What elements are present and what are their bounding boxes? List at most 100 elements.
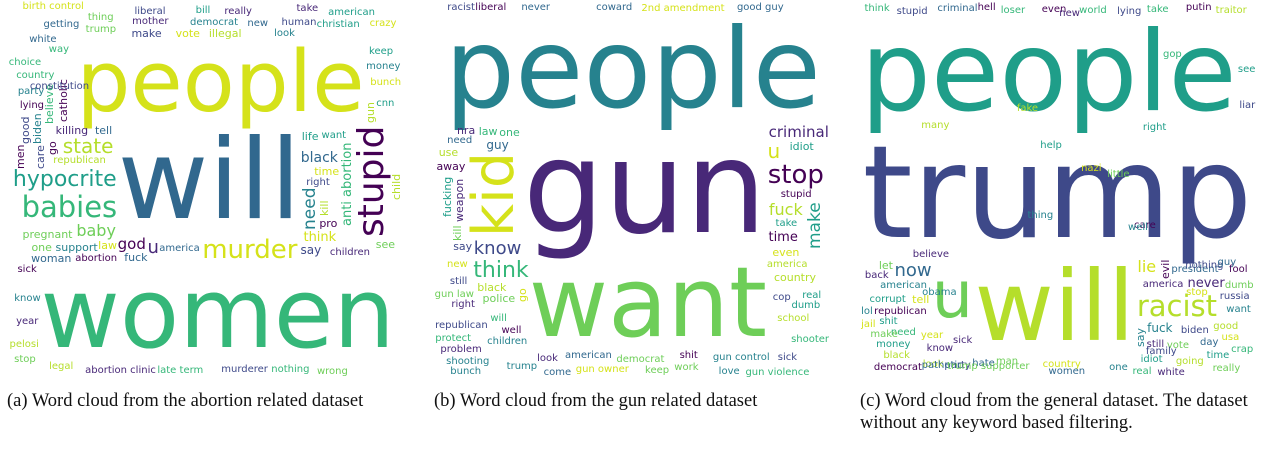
cloud-word: 2nd amendment xyxy=(641,2,725,14)
cloud-word: hell xyxy=(977,2,996,14)
cloud-word: putin xyxy=(1185,2,1212,14)
cloud-word: babies xyxy=(21,190,118,225)
cloud-word: idiot xyxy=(789,139,814,153)
cloud-word: sick xyxy=(953,334,973,346)
cloud-word: believe xyxy=(912,249,950,261)
cloud-word: state xyxy=(62,133,114,158)
cloud-word: think xyxy=(864,2,890,14)
cloud-word: still xyxy=(449,276,468,288)
panel-gun: gun people want stupid need will kid cop take ame… xyxy=(432,0,832,465)
cloud-word: coward xyxy=(596,1,633,13)
cloud-word: lie xyxy=(1137,256,1157,276)
cloud-word: american xyxy=(328,6,376,18)
panel-abortion: abortion will women people right want republic… xyxy=(5,0,405,465)
cloud-word: little xyxy=(1107,169,1130,180)
cloud-word: pelosi xyxy=(9,339,39,351)
cloud-word: stop xyxy=(1186,287,1208,299)
cloud-word: many xyxy=(921,119,950,131)
cloud-word: crap xyxy=(1231,344,1254,356)
cloud-word: criminal xyxy=(937,3,978,15)
cloud-word: wrong xyxy=(316,366,348,378)
cloud-word: killing xyxy=(55,123,89,137)
word-cloud-gun: gun people want stupid need will kid cop take ame… xyxy=(432,0,832,380)
cloud-word: god xyxy=(117,234,146,253)
cloud-word: going xyxy=(1175,355,1204,367)
cloud-word: family xyxy=(1145,346,1177,358)
cloud-word: protect xyxy=(435,333,472,345)
cloud-word: time xyxy=(768,230,798,246)
cloud-word: usa xyxy=(1221,332,1240,344)
cloud-word: dumb xyxy=(791,300,821,312)
cloud-word: fucking xyxy=(441,176,455,217)
cloud-word: lol xyxy=(861,305,873,317)
cloud-word: democrat xyxy=(873,362,922,374)
cloud-word: good xyxy=(19,116,33,144)
cloud-word: men xyxy=(14,144,28,169)
cloud-word: one xyxy=(1109,361,1128,373)
cloud-word: illegal xyxy=(208,27,242,41)
cloud-word: gun law xyxy=(434,288,474,300)
cloud-word: right xyxy=(1142,122,1167,134)
cloud-word: hypocrite xyxy=(12,167,117,193)
cloud-word: u xyxy=(931,257,973,333)
cloud-word: way xyxy=(48,44,69,56)
cloud-word: gun owner xyxy=(575,364,629,376)
cloud-word: democrat xyxy=(189,17,238,29)
cloud-word: want xyxy=(321,130,347,142)
cloud-word: black xyxy=(883,349,910,361)
cloud-word: fuck xyxy=(1147,321,1173,336)
cloud-word: think xyxy=(473,257,529,283)
cloud-word: really xyxy=(224,5,252,17)
cloud-word: obama xyxy=(922,287,957,299)
cloud-word: people xyxy=(76,32,365,132)
cloud-word: make xyxy=(870,329,898,341)
cloud-word: thing xyxy=(1027,209,1054,221)
cloud-word: life xyxy=(301,129,319,143)
cloud-word: never xyxy=(521,1,550,13)
cloud-word: see xyxy=(1237,63,1256,75)
cloud-word: gun xyxy=(523,113,767,263)
cloud-word: one xyxy=(31,241,52,255)
cloud-word: want xyxy=(1226,303,1251,315)
cloud-word: work xyxy=(674,361,699,373)
cloud-word: fool xyxy=(1228,263,1248,275)
cloud-word: pathetic xyxy=(921,359,963,371)
cloud-word: even xyxy=(1041,3,1067,15)
cloud-word: money xyxy=(366,61,401,73)
cloud-word: evil xyxy=(1158,259,1172,280)
cloud-word: world xyxy=(1079,5,1107,17)
cloud-word: love xyxy=(718,365,740,377)
cloud-word: trump xyxy=(85,24,117,36)
cloud-word: dumb xyxy=(1224,280,1254,292)
cloud-word: keep xyxy=(369,46,394,58)
cloud-word: legal xyxy=(49,361,74,373)
cloud-word: liberal xyxy=(475,2,507,14)
cloud-word: shooting xyxy=(446,356,490,368)
cloud-word: traitor xyxy=(1215,4,1247,16)
cloud-word: man xyxy=(995,356,1019,368)
cloud-word: know xyxy=(926,343,954,355)
cloud-word: nothing xyxy=(271,364,310,376)
cloud-word: help xyxy=(1040,139,1062,151)
cloud-word: cop xyxy=(772,292,791,304)
cloud-word: liar xyxy=(1239,99,1256,111)
cloud-word: murderer xyxy=(221,364,268,376)
cloud-word: fuck xyxy=(768,199,803,219)
cloud-word: u xyxy=(767,138,781,163)
cloud-word: shit xyxy=(879,315,898,327)
cloud-word: abortion xyxy=(75,253,118,265)
cloud-word: people xyxy=(860,8,1237,138)
cloud-word: right xyxy=(451,299,475,311)
cloud-word: want xyxy=(528,245,768,359)
cloud-word: white xyxy=(29,33,57,45)
cloud-word: children xyxy=(329,246,370,258)
cloud-word: trump xyxy=(506,361,538,373)
cloud-word: gop xyxy=(1162,48,1182,60)
cloud-word: stupid xyxy=(780,189,812,201)
cloud-word: year xyxy=(920,329,944,341)
cloud-word: gun control xyxy=(712,352,770,364)
cloud-word: right xyxy=(306,176,330,188)
cloud-word: nothing xyxy=(1185,259,1224,271)
cloud-word: law xyxy=(478,124,498,138)
cloud-word: kill xyxy=(318,200,332,217)
